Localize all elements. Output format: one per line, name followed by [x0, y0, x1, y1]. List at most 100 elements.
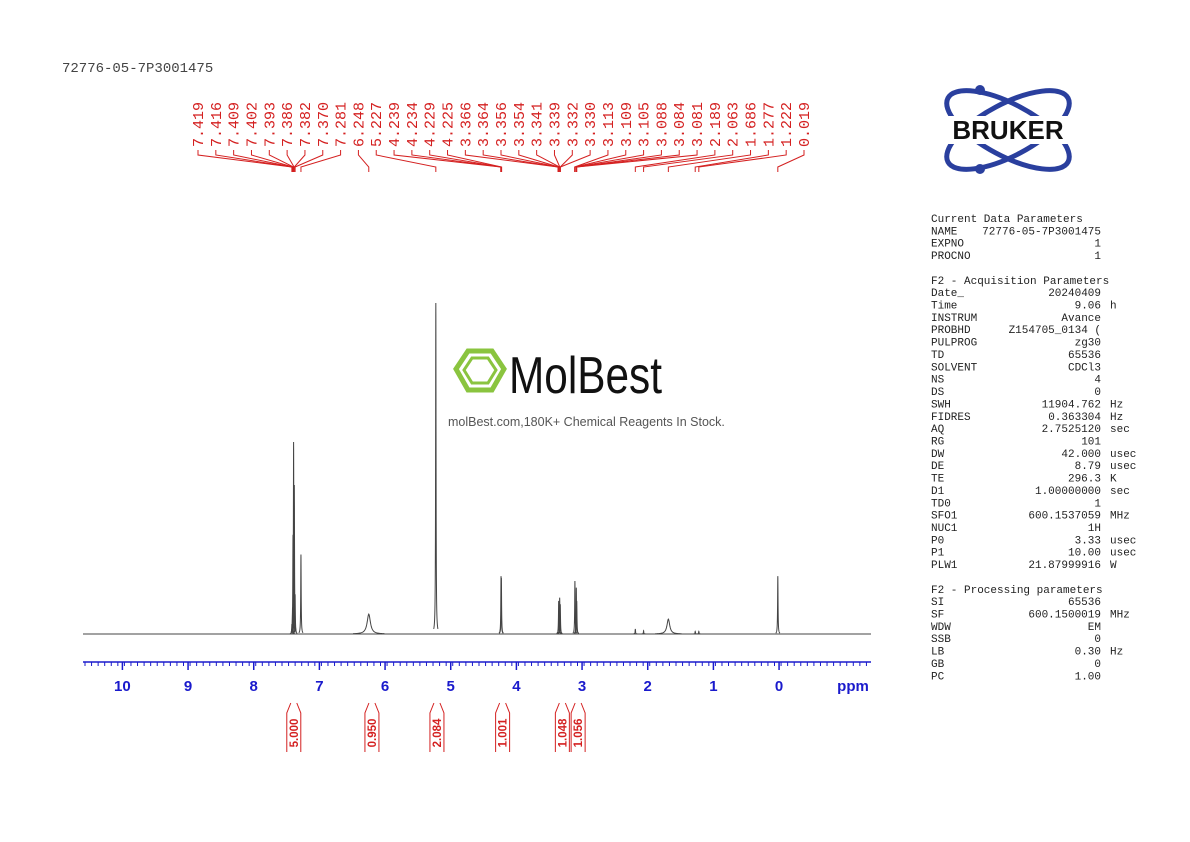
peak-connector	[667, 150, 752, 172]
peak-connector	[694, 150, 769, 172]
sample-id: 72776-05-7P3001475	[62, 61, 213, 77]
param-unit: usec	[1110, 461, 1136, 473]
param-value: 65536	[1068, 597, 1101, 609]
param-name: DE	[931, 461, 945, 473]
param-value: 1	[1094, 239, 1101, 251]
integral-label: 5.000	[289, 719, 301, 748]
peak	[655, 618, 682, 635]
peak-connector	[464, 150, 559, 172]
x-tick-label: 2	[644, 678, 652, 695]
peak-connector	[197, 150, 293, 172]
param-name: D1	[931, 486, 945, 498]
param-name: PROBHD	[931, 325, 971, 337]
param-value: Avance	[1061, 313, 1101, 325]
peak-label: 5.227	[369, 102, 386, 147]
peak-label: 7.402	[244, 102, 261, 147]
peak-label: 3.366	[458, 102, 475, 147]
logo-orbit	[944, 88, 1072, 172]
peak-label: 7.281	[334, 102, 351, 147]
x-tick-label: 10	[114, 678, 131, 695]
x-tick-label: 1	[709, 678, 717, 695]
param-name: PROCNO	[931, 251, 971, 263]
x-tick-label: 7	[315, 678, 323, 695]
integral-label: 1.056	[573, 719, 585, 748]
param-name: SFO1	[931, 511, 958, 523]
peak	[572, 581, 578, 634]
param-value: 2.7525120	[1042, 424, 1101, 436]
param-name: PULPROG	[931, 338, 977, 350]
peak	[433, 302, 439, 630]
x-axis-label: ppm	[837, 678, 869, 695]
peak	[298, 554, 304, 634]
param-name: AQ	[931, 424, 945, 436]
peak-connector	[559, 150, 591, 172]
param-section-title: F2 - Acquisition Parameters	[931, 276, 1109, 288]
peak-label: 7.409	[227, 102, 244, 147]
bruker-logo: BRUKER	[924, 85, 1092, 174]
param-value: 296.3	[1068, 474, 1101, 486]
peak-connector	[559, 150, 573, 172]
peak-label: 1.686	[744, 102, 761, 147]
integral-label: 2.084	[432, 718, 444, 747]
logo-orbit	[944, 88, 1072, 172]
peak-label: 4.239	[387, 102, 404, 147]
param-name: NAME	[931, 226, 958, 238]
peak	[556, 600, 562, 634]
param-value: EM	[1088, 622, 1101, 634]
param-unit: usec	[1110, 449, 1136, 461]
peak	[633, 628, 638, 635]
x-tick-label: 6	[381, 678, 389, 695]
integral-bracket	[570, 702, 586, 752]
param-unit: usec	[1110, 548, 1136, 560]
x-tick-label: 8	[250, 678, 258, 695]
integral-bracket	[429, 702, 445, 752]
param-section-title: Current Data Parameters	[931, 214, 1083, 226]
param-value: 0	[1094, 387, 1101, 399]
param-value: 1.00000000	[1035, 486, 1101, 498]
peak	[696, 630, 701, 635]
integral-bracket	[554, 702, 570, 752]
param-value: 21.87999916	[1028, 560, 1101, 572]
peak-label: 7.386	[280, 102, 297, 147]
peak-label: 0.019	[797, 102, 814, 147]
x-tick-label: 5	[447, 678, 455, 695]
watermark: MolBest molBest.com,180K+ Chemical Reage…	[448, 347, 725, 429]
peak-connector	[375, 150, 437, 172]
integral-label: 0.950	[367, 719, 379, 748]
x-tick-label: 0	[775, 678, 783, 695]
peak	[574, 600, 580, 634]
peak-connector	[634, 150, 716, 172]
param-unit: Hz	[1110, 647, 1123, 659]
logo-dot	[975, 85, 985, 95]
param-value: 11904.762	[1042, 399, 1101, 411]
param-name: TE	[931, 474, 945, 486]
peak-label: 3.341	[530, 102, 547, 147]
param-value: 65536	[1068, 350, 1101, 362]
param-name: SF	[931, 610, 944, 622]
logo-band	[924, 116, 1092, 144]
param-name: TD	[931, 350, 945, 362]
param-value: 1	[1094, 498, 1101, 510]
param-value: 0	[1094, 659, 1101, 671]
param-name: SI	[931, 597, 944, 609]
peak-label: 3.084	[672, 102, 689, 147]
peak-label: 7.370	[316, 102, 333, 147]
param-name: P0	[931, 535, 944, 547]
param-section-title: F2 - Processing parameters	[931, 585, 1103, 597]
param-name: TD0	[931, 498, 951, 510]
peak-connector	[482, 150, 559, 172]
peak-connector	[294, 150, 324, 172]
peak-connector	[643, 150, 734, 172]
watermark-brand: MolBest	[509, 347, 662, 405]
peak-label: 3.113	[601, 102, 618, 147]
param-value: 1.00	[1075, 671, 1101, 683]
peak-connector	[698, 150, 787, 172]
logo-dot	[975, 164, 985, 174]
peak	[353, 613, 385, 635]
peak-connector	[777, 150, 805, 172]
param-name: WDW	[931, 622, 951, 634]
peak-label: 2.063	[726, 102, 743, 147]
peak-connector	[447, 150, 503, 172]
